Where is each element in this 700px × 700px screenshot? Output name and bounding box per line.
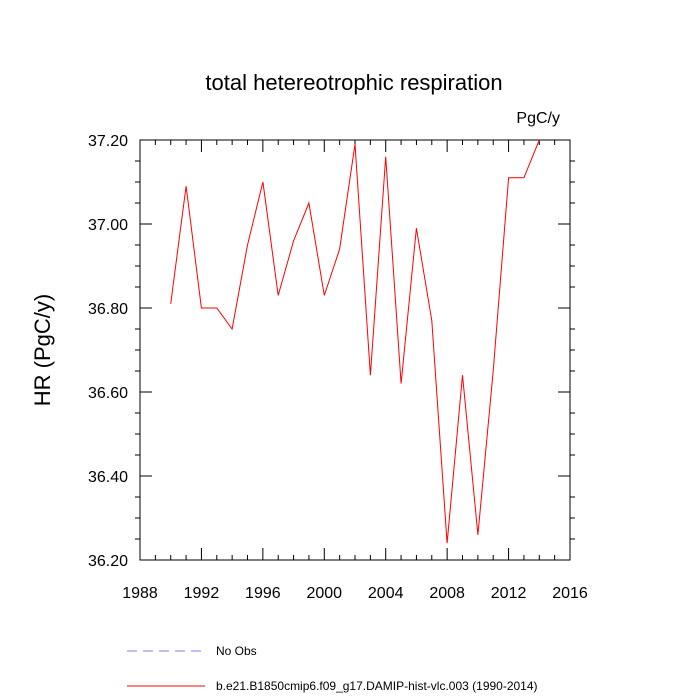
x-tick-label: 2008 bbox=[429, 585, 465, 602]
legend-label: b.e21.B1850cmip6.f09_g17.DAMIP-hist-vlc.… bbox=[216, 679, 538, 693]
y-tick-label: 36.80 bbox=[88, 301, 128, 318]
legend-label: No Obs bbox=[216, 644, 257, 658]
chart-title: total hetereotrophic respiration bbox=[205, 70, 502, 95]
data-point bbox=[416, 227, 418, 229]
data-point bbox=[492, 370, 494, 372]
units-label: PgC/y bbox=[516, 110, 560, 127]
legend: No Obs b.e21.B1850cmip6.f09_g17.DAMIP-his… bbox=[127, 644, 538, 693]
x-tick-label: 2004 bbox=[368, 585, 404, 602]
series-line bbox=[170, 139, 540, 544]
data-point bbox=[277, 295, 279, 297]
data-point bbox=[293, 240, 295, 242]
y-tick-label: 36.40 bbox=[88, 469, 128, 486]
data-point bbox=[462, 374, 464, 376]
y-tick-label: 37.20 bbox=[88, 133, 128, 150]
data-point bbox=[354, 143, 356, 145]
y-tick-label: 36.60 bbox=[88, 385, 128, 402]
series-group bbox=[170, 139, 540, 544]
y-tick-label: 37.00 bbox=[88, 217, 128, 234]
axes: 1988 1992 1996 2000 2004 2008 2012 2016 36.20 36.… bbox=[88, 133, 588, 602]
data-point bbox=[477, 534, 479, 536]
data-point bbox=[185, 185, 187, 187]
x-tick-label: 2000 bbox=[306, 585, 342, 602]
x-tick-label: 2016 bbox=[552, 585, 588, 602]
data-point bbox=[508, 177, 510, 179]
data-point bbox=[201, 307, 203, 309]
data-point bbox=[323, 295, 325, 297]
data-point bbox=[523, 177, 525, 179]
data-point bbox=[247, 244, 249, 246]
data-point bbox=[170, 303, 172, 305]
x-tick-label: 1992 bbox=[184, 585, 220, 602]
y-tick-label: 36.20 bbox=[88, 553, 128, 570]
data-point bbox=[339, 248, 341, 250]
data-point bbox=[370, 374, 372, 376]
data-point bbox=[308, 202, 310, 204]
y-axis-label: HR (PgC/y) bbox=[30, 294, 55, 406]
data-point bbox=[231, 328, 233, 330]
data-point bbox=[262, 181, 264, 183]
x-tick-label: 1988 bbox=[122, 585, 158, 602]
data-point bbox=[431, 320, 433, 322]
x-tick-label: 1996 bbox=[245, 585, 281, 602]
data-point bbox=[216, 307, 218, 309]
plot-frame bbox=[139, 139, 571, 561]
data-point bbox=[385, 156, 387, 158]
x-tick-label: 2012 bbox=[491, 585, 527, 602]
data-point bbox=[400, 383, 402, 385]
data-point bbox=[446, 542, 448, 544]
data-point bbox=[538, 139, 540, 141]
